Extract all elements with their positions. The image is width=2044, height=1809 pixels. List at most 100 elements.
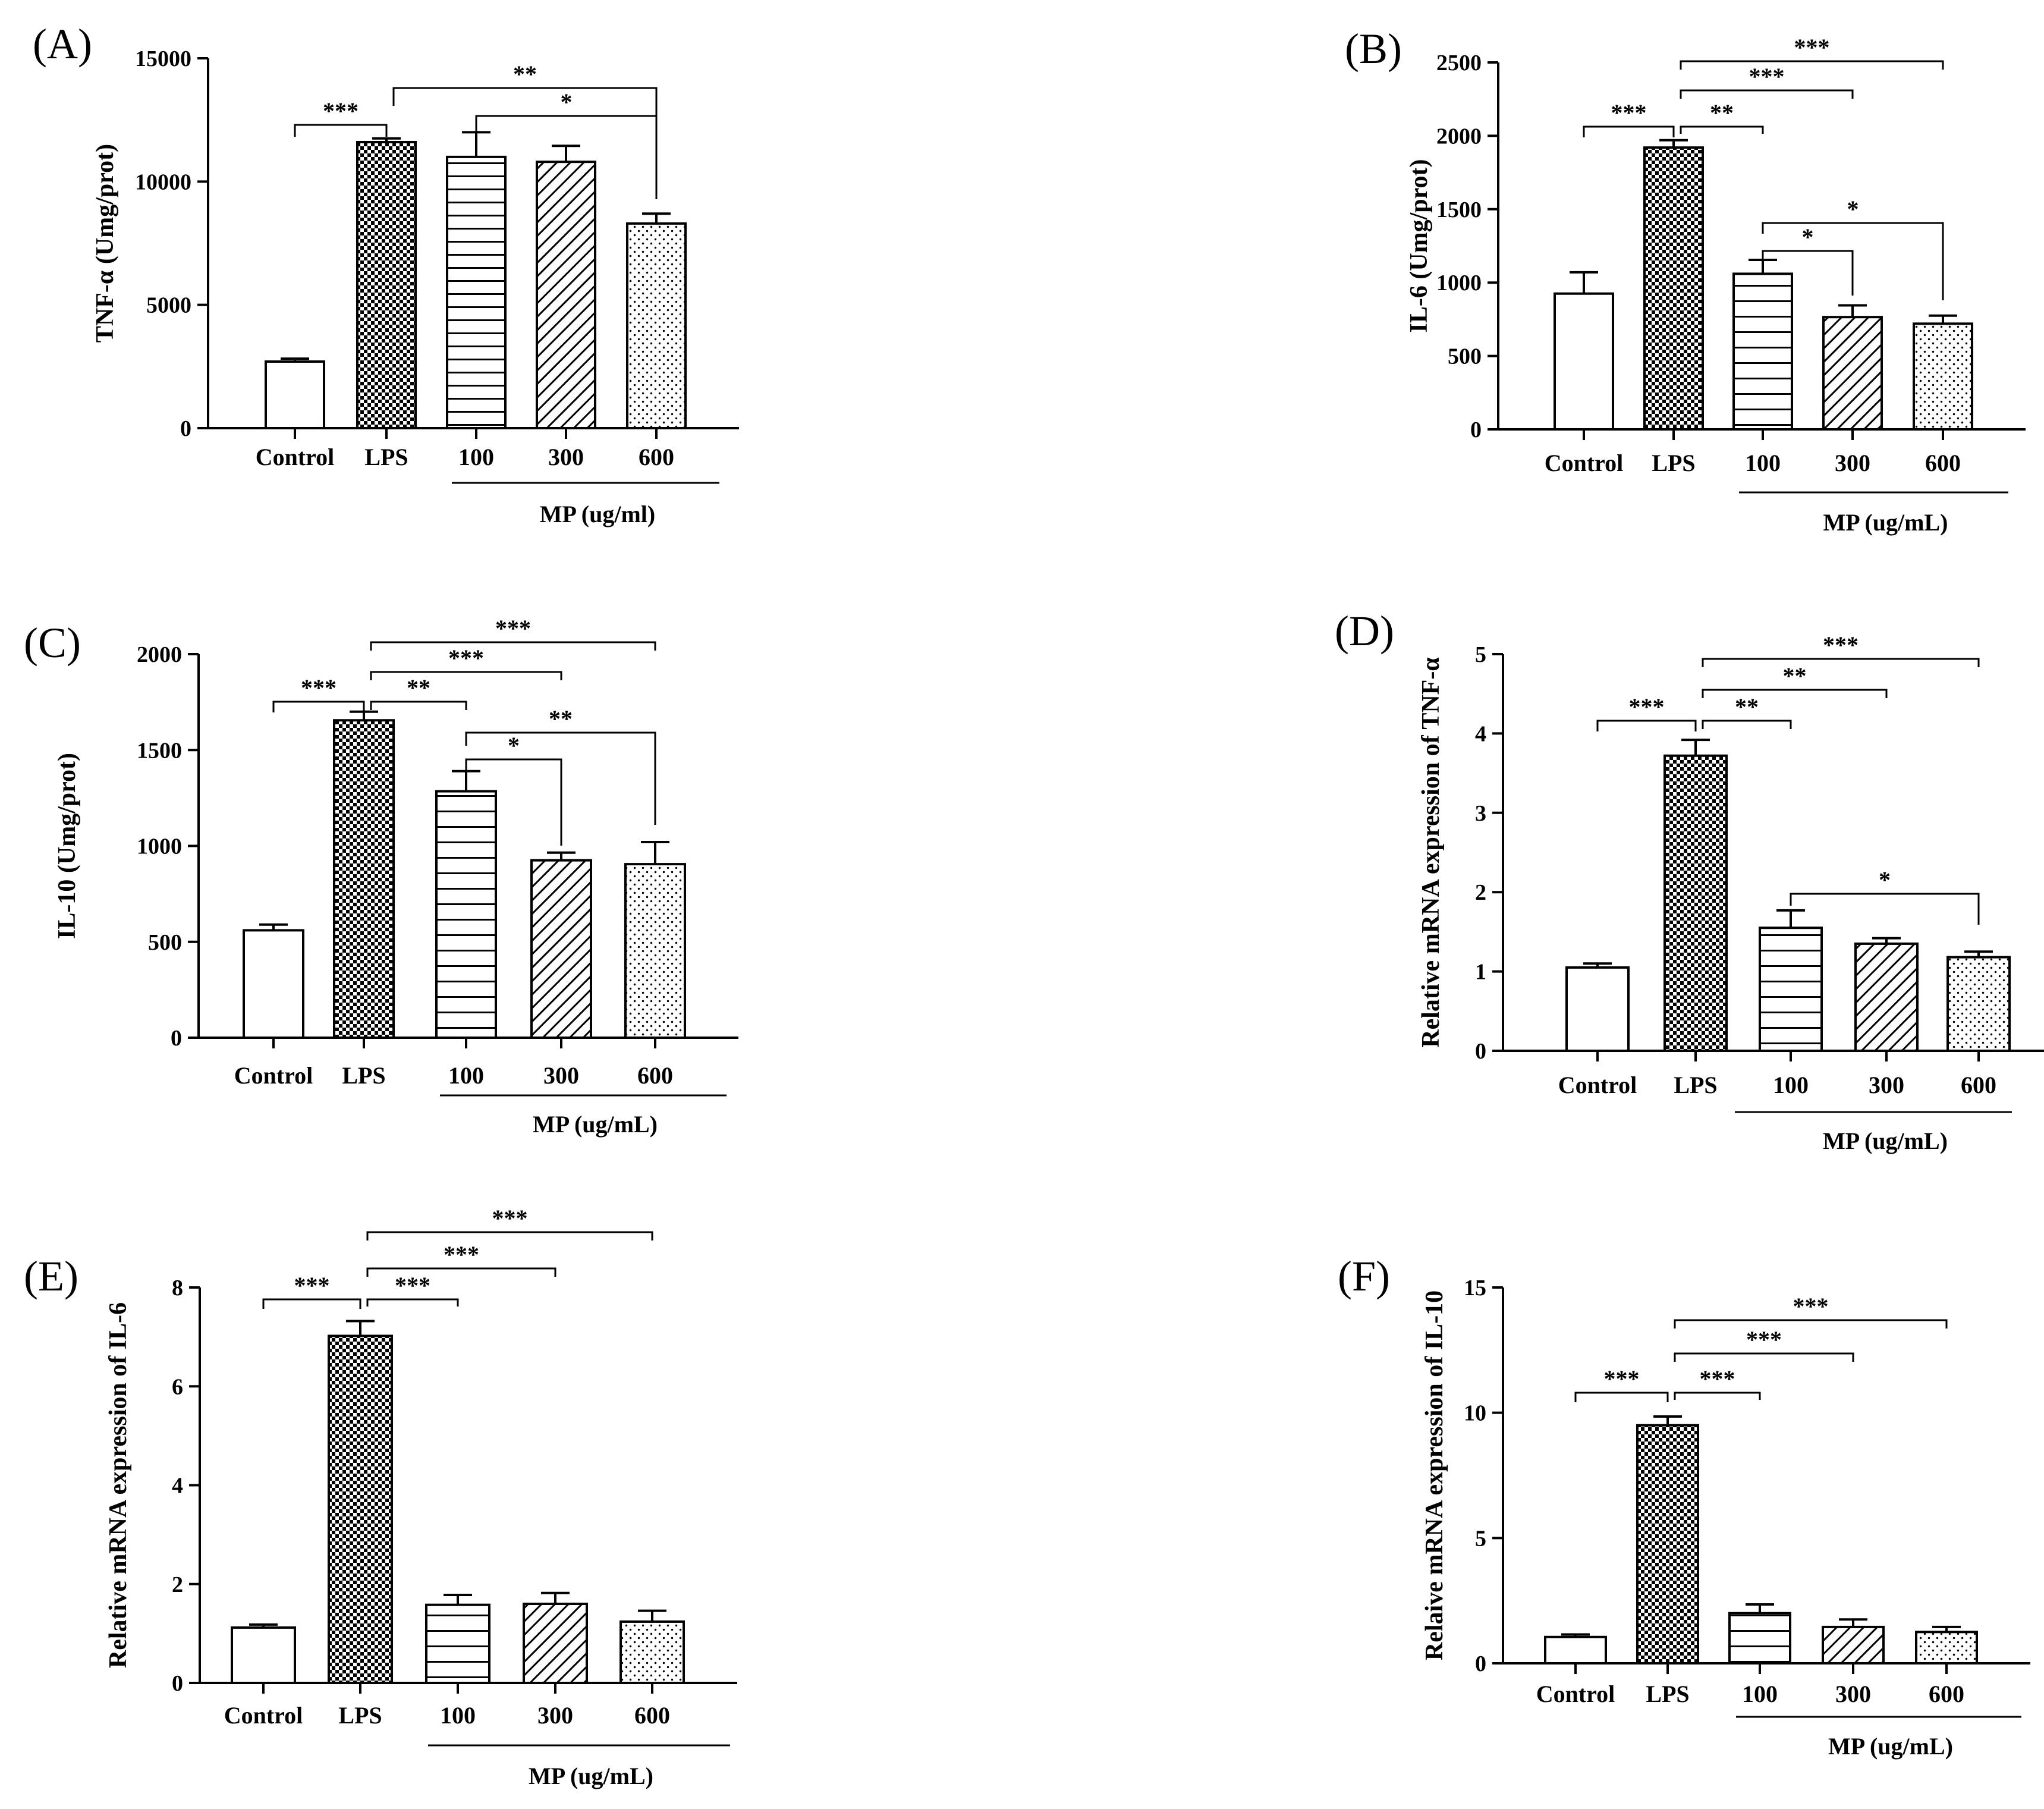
chart-panel-d: (D) 0 1 2 3 4 5 Relative mRNA expression of TNF… — [1335, 607, 2044, 1154]
x-category-label: 300 — [548, 444, 584, 470]
significance-label: ** — [1735, 693, 1759, 720]
significance-label: *** — [1604, 1365, 1640, 1392]
significance-label: *** — [444, 1241, 479, 1268]
x-category-label: 600 — [634, 1702, 670, 1729]
bar-100 — [435, 790, 497, 1039]
bar-600 — [1915, 1631, 1978, 1664]
bar-100 — [1728, 1612, 1791, 1665]
significance-label: * — [1802, 224, 1814, 250]
significance-bracket — [465, 731, 656, 825]
significance-bracket — [366, 1231, 653, 1240]
x-category-label: LPS — [338, 1702, 382, 1729]
group-label: MP (ug/mL) — [533, 1111, 658, 1138]
panel-label: (C) — [24, 619, 81, 667]
significance-bracket — [1680, 125, 1764, 134]
panel-label: (B) — [1345, 25, 1402, 73]
bar-control — [1565, 966, 1630, 1053]
x-category-label: LPS — [364, 444, 408, 470]
panel-label: (F) — [1338, 1252, 1390, 1300]
bar-control — [1554, 292, 1614, 431]
significance-bracket — [1702, 689, 1888, 698]
significance-bracket — [1702, 658, 1980, 667]
y-tick-label: 6 — [172, 1374, 183, 1399]
chart-panel-a: (A) 0 5000 10000 15000 TNF-α (Umg/prot) Contro… — [33, 20, 739, 527]
bar-control — [231, 1626, 296, 1684]
chart-panel-e: (E) 0 2 4 6 8 Relative mRNA expression of IL-6… — [24, 1205, 737, 1789]
significance-bracket — [262, 1298, 361, 1309]
y-tick-label: 1500 — [137, 738, 182, 763]
x-category-label: 100 — [458, 444, 494, 470]
y-axis-title: Relative mRNA expression of IL-6 — [105, 1302, 132, 1668]
significance-label: * — [1879, 866, 1891, 893]
significance-bracket — [370, 671, 562, 680]
x-category-label: 100 — [440, 1702, 476, 1729]
x-category-label: 600 — [1961, 1072, 1996, 1098]
significance-bracket — [465, 758, 562, 846]
significance-label: *** — [1629, 693, 1665, 720]
significance-bracket — [1702, 720, 1792, 729]
chart-panel-b: (B) 0 500 1000 1500 2000 2500 IL-6 (Umg/prot) Co… — [1345, 25, 2026, 536]
bar-lps — [328, 1334, 393, 1684]
significance-label: ** — [407, 674, 430, 701]
significance-label: *** — [323, 98, 359, 124]
panel-label: (E) — [24, 1252, 78, 1300]
significance-label: * — [561, 89, 573, 115]
y-tick-label: 8 — [172, 1276, 183, 1301]
significance-bracket — [1674, 1352, 1854, 1362]
panel-label: (A) — [33, 20, 92, 68]
significance-label: *** — [495, 615, 531, 642]
x-category-label: 100 — [448, 1062, 484, 1089]
chart-panel-c: (C) 0 500 1000 1500 2000 IL-10 (Umg/prot) Contr… — [24, 615, 738, 1138]
x-category-label: LPS — [342, 1062, 385, 1089]
significance-bracket — [1596, 720, 1697, 731]
y-axis-title: IL-6 (Umg/prot) — [1405, 159, 1433, 332]
bar-lps — [1663, 754, 1728, 1052]
bar-lps — [333, 719, 395, 1039]
group-label: MP (ug/mL) — [529, 1763, 653, 1789]
bar-300 — [523, 1603, 588, 1684]
x-category-label: 600 — [1929, 1681, 1964, 1707]
significance-bracket — [1583, 125, 1675, 137]
significance-label: ** — [513, 61, 537, 87]
y-tick-label: 10000 — [135, 169, 191, 194]
x-category-label: LPS — [1652, 450, 1695, 476]
group-label: MP (ug/mL) — [1823, 1128, 1948, 1154]
significance-label: *** — [1746, 1326, 1782, 1353]
y-tick-label: 1500 — [1436, 197, 1482, 222]
y-axis-title: IL-10 (Umg/prot) — [54, 753, 81, 939]
y-tick-label: 2 — [172, 1572, 183, 1597]
significance-bracket — [1790, 893, 1980, 925]
significance-label: ** — [549, 705, 573, 732]
significance-bracket — [392, 87, 658, 195]
significance-label: *** — [395, 1272, 430, 1299]
significance-label: *** — [1611, 99, 1647, 126]
bar-600 — [1946, 956, 2011, 1053]
panel-label: (D) — [1335, 607, 1394, 655]
bar-300 — [1822, 316, 1883, 431]
group-label: MP (ug/mL) — [1828, 1733, 1953, 1760]
bar-100 — [446, 155, 507, 429]
y-tick-label: 500 — [148, 930, 182, 955]
significance-bracket — [366, 1298, 459, 1306]
bar-100 — [1759, 927, 1823, 1052]
significance-bracket — [272, 701, 365, 712]
significance-bracket — [1674, 1319, 1948, 1329]
bar-control — [265, 360, 325, 429]
y-axis-title: Relaive mRNA expression of IL-10 — [1421, 1290, 1448, 1660]
bar-300 — [1822, 1625, 1885, 1665]
y-tick-label: 0 — [172, 1671, 183, 1696]
significance-bracket — [370, 701, 467, 710]
y-tick-label: 4 — [1475, 721, 1486, 746]
x-category-label: Control — [256, 444, 335, 470]
bar-100 — [425, 1603, 490, 1685]
x-category-label: 300 — [1835, 450, 1870, 476]
y-tick-label: 500 — [1448, 344, 1482, 369]
y-tick-label: 0 — [180, 416, 191, 441]
significance-label: *** — [492, 1205, 528, 1232]
x-category-label: 300 — [1869, 1072, 1904, 1098]
bar-600 — [624, 863, 686, 1039]
significance-bracket — [366, 1267, 556, 1277]
x-category-label: 600 — [637, 1062, 673, 1089]
y-tick-label: 2 — [1475, 880, 1486, 905]
y-tick-label: 5 — [1475, 1526, 1486, 1551]
